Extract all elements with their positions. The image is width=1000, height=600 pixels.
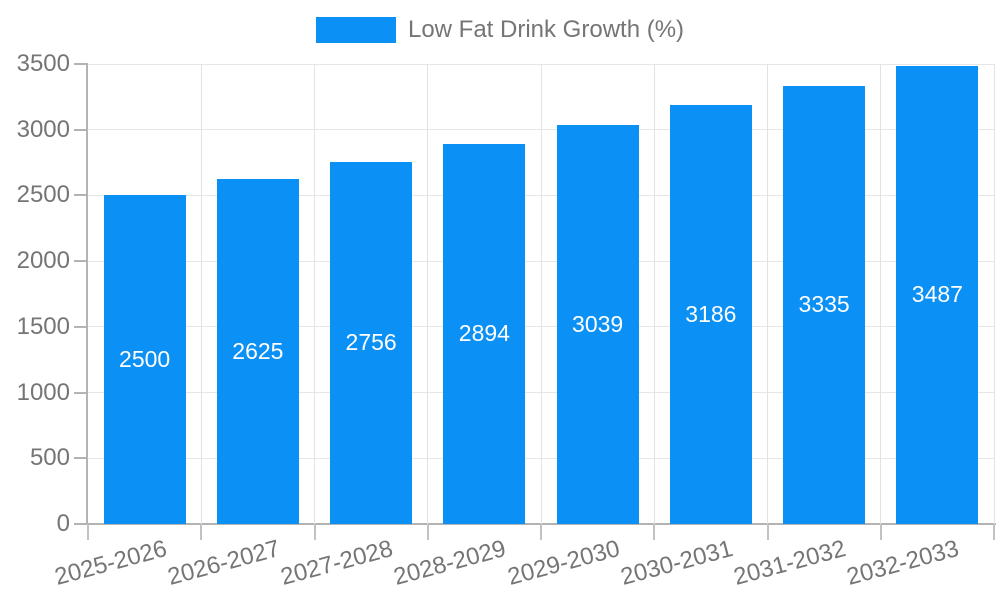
gridline-v — [314, 64, 315, 524]
legend-swatch — [315, 17, 396, 43]
gridline-v — [993, 64, 995, 524]
gridline-v — [200, 64, 202, 524]
y-axis-line — [86, 64, 88, 524]
x-tick — [993, 524, 995, 540]
y-tick — [74, 260, 88, 263]
x-tick — [426, 524, 429, 540]
x-tick — [313, 524, 316, 540]
plot-area: 2500 2625 2756 2894 3039 3186 3335 3487 — [88, 63, 995, 524]
bar-2029-2030: 3039 — [556, 124, 639, 524]
bar-2026-2027: 2625 — [216, 179, 299, 524]
gridline-v — [653, 64, 655, 524]
x-tick — [653, 524, 656, 540]
y-tick-label: 500 — [29, 444, 70, 472]
y-tick — [74, 391, 88, 394]
y-tick-label: 2000 — [16, 247, 70, 275]
gridline-v — [880, 64, 882, 524]
y-tick — [74, 63, 88, 65]
bar-2027-2028: 2756 — [330, 161, 413, 524]
bar-value-label: 3487 — [911, 281, 963, 308]
bar-2030-2031: 3186 — [669, 105, 752, 524]
legend[interactable]: Low Fat Drink Growth (%) — [0, 16, 1000, 44]
bar-value-label: 3039 — [572, 310, 624, 337]
gridline-v — [540, 64, 542, 524]
x-tick — [879, 524, 882, 540]
y-tick — [74, 325, 88, 328]
bar-value-label: 2625 — [232, 338, 284, 364]
bar-value-label: 2756 — [345, 329, 397, 356]
bar-value-label: 3186 — [685, 301, 737, 328]
x-tick — [200, 524, 203, 540]
legend-label: Low Fat Drink Growth (%) — [407, 16, 685, 43]
y-tick-label: 3500 — [16, 50, 70, 77]
x-tick — [766, 524, 769, 540]
bar-2031-2032: 3335 — [783, 85, 866, 524]
y-tick-label: 1000 — [16, 378, 70, 406]
x-axis-line — [88, 523, 996, 525]
bar-value-label: 2500 — [119, 346, 171, 373]
y-tick-label: 1500 — [16, 312, 70, 340]
y-tick — [74, 457, 88, 460]
bar-value-label: 3335 — [798, 291, 850, 318]
bar-2028-2029: 2894 — [443, 143, 526, 524]
x-tick — [87, 524, 89, 540]
y-tick — [74, 128, 88, 131]
y-tick — [74, 523, 88, 525]
x-tick — [540, 524, 542, 540]
y-tick-label: 2500 — [16, 181, 70, 209]
y-tick — [74, 194, 88, 197]
y-tick-label: 3000 — [16, 115, 70, 143]
gridline-v — [767, 64, 768, 524]
bar-value-label: 2894 — [458, 320, 510, 347]
bar-2025-2026: 2500 — [103, 195, 186, 524]
gridline-v — [427, 64, 429, 524]
y-tick-label: 0 — [56, 510, 70, 537]
bar-2032-2033: 3487 — [896, 65, 979, 524]
